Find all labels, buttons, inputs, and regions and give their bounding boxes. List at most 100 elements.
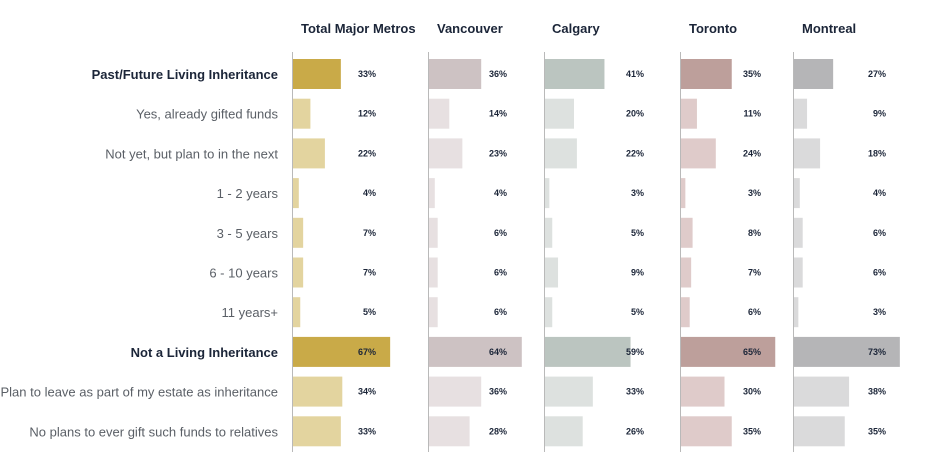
value-label-calgary-6-10-years: 9%: [631, 268, 644, 278]
value-label-montreal-past-future-living-inheritance: 27%: [868, 69, 886, 79]
value-label-total-major-metros-11-years: 5%: [363, 307, 376, 317]
series-calgary: Calgary 41% 20% 22% 3% 5% 9% 5% 59% 33% 26%: [544, 21, 644, 452]
bar-calgary-11-years: [545, 297, 553, 328]
value-label-montreal-not-a-living-inheritance: 73%: [868, 347, 886, 357]
bar-vancouver-yes-already-gifted-funds: [429, 98, 450, 129]
column-header-montreal: Montreal: [802, 21, 856, 36]
bar-total-major-metros-3-5-years: [293, 217, 304, 248]
bar-total-major-metros-no-plans-to-ever-gift-such-funds-to-relatives: [293, 416, 341, 447]
series-montreal: Montreal 27% 9% 18% 4% 6% 6% 3% 73% 38% 35%: [793, 21, 900, 452]
bar-vancouver-plan-to-leave-as-part-of-my-estate-as-inheritance: [429, 376, 482, 407]
bar-total-major-metros-1-2-years: [293, 178, 299, 209]
bar-toronto-6-10-years: [681, 257, 692, 288]
bar-total-major-metros-not-a-living-inheritance: [293, 336, 391, 367]
bar-montreal-not-yet-but-plan-to-in-the-next: [794, 138, 821, 169]
bar-montreal-11-years: [794, 297, 799, 328]
column-header-toronto: Toronto: [689, 21, 737, 36]
bar-vancouver-3-5-years: [429, 217, 438, 248]
value-label-calgary-not-yet-but-plan-to-in-the-next: 22%: [626, 148, 644, 158]
value-label-montreal-yes-already-gifted-funds: 9%: [873, 109, 886, 119]
value-label-total-major-metros-3-5-years: 7%: [363, 228, 376, 238]
bar-toronto-plan-to-leave-as-part-of-my-estate-as-inheritance: [681, 376, 725, 407]
bar-vancouver-no-plans-to-ever-gift-such-funds-to-relatives: [429, 416, 470, 447]
row-label-not-a-living-inheritance: Not a Living Inheritance: [131, 345, 278, 360]
bar-total-major-metros-yes-already-gifted-funds: [293, 98, 311, 129]
value-label-total-major-metros-plan-to-leave-as-part-of-my-estate-as-inheritance: 34%: [358, 387, 376, 397]
value-label-vancouver-not-a-living-inheritance: 64%: [489, 347, 507, 357]
bar-calgary-not-yet-but-plan-to-in-the-next: [545, 138, 577, 169]
value-label-total-major-metros-past-future-living-inheritance: 33%: [358, 69, 376, 79]
value-label-toronto-no-plans-to-ever-gift-such-funds-to-relatives: 35%: [743, 426, 761, 436]
bar-calgary-no-plans-to-ever-gift-such-funds-to-relatives: [545, 416, 583, 447]
column-header-total-major-metros: Total Major Metros: [301, 21, 416, 36]
value-label-vancouver-plan-to-leave-as-part-of-my-estate-as-inheritance: 36%: [489, 387, 507, 397]
bar-calgary-1-2-years: [545, 178, 550, 209]
row-label-no-plans-to-ever-gift-such-funds-to-relatives: No plans to ever gift such funds to rela…: [29, 424, 278, 439]
value-label-total-major-metros-not-a-living-inheritance: 67%: [358, 347, 376, 357]
bar-vancouver-1-2-years: [429, 178, 435, 209]
value-label-toronto-6-10-years: 7%: [748, 268, 761, 278]
value-label-calgary-3-5-years: 5%: [631, 228, 644, 238]
value-label-vancouver-yes-already-gifted-funds: 14%: [489, 109, 507, 119]
value-label-calgary-plan-to-leave-as-part-of-my-estate-as-inheritance: 33%: [626, 387, 644, 397]
value-label-montreal-1-2-years: 4%: [873, 188, 886, 198]
bar-vancouver-not-a-living-inheritance: [429, 336, 522, 367]
value-label-montreal-plan-to-leave-as-part-of-my-estate-as-inheritance: 38%: [868, 387, 886, 397]
value-label-total-major-metros-no-plans-to-ever-gift-such-funds-to-relatives: 33%: [358, 426, 376, 436]
value-label-calgary-past-future-living-inheritance: 41%: [626, 69, 644, 79]
row-label-11-years: 11 years+: [222, 305, 279, 320]
bar-calgary-6-10-years: [545, 257, 559, 288]
bar-montreal-1-2-years: [794, 178, 800, 209]
value-label-montreal-not-yet-but-plan-to-in-the-next: 18%: [868, 148, 886, 158]
bar-calgary-yes-already-gifted-funds: [545, 98, 574, 129]
row-label-1-2-years: 1 - 2 years: [217, 186, 279, 201]
bar-total-major-metros-past-future-living-inheritance: [293, 59, 341, 89]
bar-montreal-past-future-living-inheritance: [794, 59, 834, 89]
value-label-toronto-1-2-years: 3%: [748, 188, 761, 198]
bar-calgary-past-future-living-inheritance: [545, 59, 605, 89]
row-label-plan-to-leave-as-part-of-my-estate-as-inheritance: Plan to leave as part of my estate as in…: [1, 385, 279, 400]
bar-vancouver-past-future-living-inheritance: [429, 59, 482, 89]
value-label-vancouver-past-future-living-inheritance: 36%: [489, 69, 507, 79]
bar-calgary-plan-to-leave-as-part-of-my-estate-as-inheritance: [545, 376, 593, 407]
bar-toronto-not-yet-but-plan-to-in-the-next: [681, 138, 716, 169]
bar-total-major-metros-11-years: [293, 297, 301, 328]
value-label-total-major-metros-not-yet-but-plan-to-in-the-next: 22%: [358, 148, 376, 158]
value-label-toronto-past-future-living-inheritance: 35%: [743, 69, 761, 79]
bar-toronto-3-5-years: [681, 217, 693, 248]
value-label-montreal-no-plans-to-ever-gift-such-funds-to-relatives: 35%: [868, 426, 886, 436]
value-label-montreal-11-years: 3%: [873, 307, 886, 317]
value-label-toronto-3-5-years: 8%: [748, 228, 761, 238]
bar-toronto-11-years: [681, 297, 690, 328]
value-label-toronto-11-years: 6%: [748, 307, 761, 317]
value-label-montreal-3-5-years: 6%: [873, 228, 886, 238]
value-label-total-major-metros-yes-already-gifted-funds: 12%: [358, 109, 376, 119]
bar-total-major-metros-plan-to-leave-as-part-of-my-estate-as-inheritance: [293, 376, 343, 407]
value-label-calgary-1-2-years: 3%: [631, 188, 644, 198]
value-label-vancouver-no-plans-to-ever-gift-such-funds-to-relatives: 28%: [489, 426, 507, 436]
column-header-calgary: Calgary: [552, 21, 600, 36]
column-header-vancouver: Vancouver: [437, 21, 503, 36]
value-label-toronto-yes-already-gifted-funds: 11%: [743, 109, 761, 119]
value-label-toronto-plan-to-leave-as-part-of-my-estate-as-inheritance: 30%: [743, 387, 761, 397]
row-label-yes-already-gifted-funds: Yes, already gifted funds: [136, 107, 278, 122]
value-label-calgary-not-a-living-inheritance: 59%: [626, 347, 644, 357]
bar-vancouver-not-yet-but-plan-to-in-the-next: [429, 138, 463, 169]
value-label-vancouver-11-years: 6%: [494, 307, 507, 317]
value-label-total-major-metros-6-10-years: 7%: [363, 268, 376, 278]
bar-montreal-plan-to-leave-as-part-of-my-estate-as-inheritance: [794, 376, 850, 407]
bar-montreal-6-10-years: [794, 257, 803, 288]
bar-calgary-not-a-living-inheritance: [545, 336, 631, 367]
value-label-calgary-11-years: 5%: [631, 307, 644, 317]
series-total-major-metros: Total Major Metros 33% 12% 22% 4% 7% 7% 5% 67% 34…: [292, 21, 416, 452]
bar-montreal-yes-already-gifted-funds: [794, 98, 808, 129]
row-label-past-future-living-inheritance: Past/Future Living Inheritance: [92, 67, 278, 82]
bar-montreal-3-5-years: [794, 217, 803, 248]
value-label-vancouver-1-2-years: 4%: [494, 188, 507, 198]
bar-toronto-yes-already-gifted-funds: [681, 98, 697, 129]
value-label-total-major-metros-1-2-years: 4%: [363, 188, 376, 198]
value-label-toronto-not-yet-but-plan-to-in-the-next: 24%: [743, 148, 761, 158]
bar-toronto-past-future-living-inheritance: [681, 59, 732, 89]
value-label-vancouver-not-yet-but-plan-to-in-the-next: 23%: [489, 148, 507, 158]
